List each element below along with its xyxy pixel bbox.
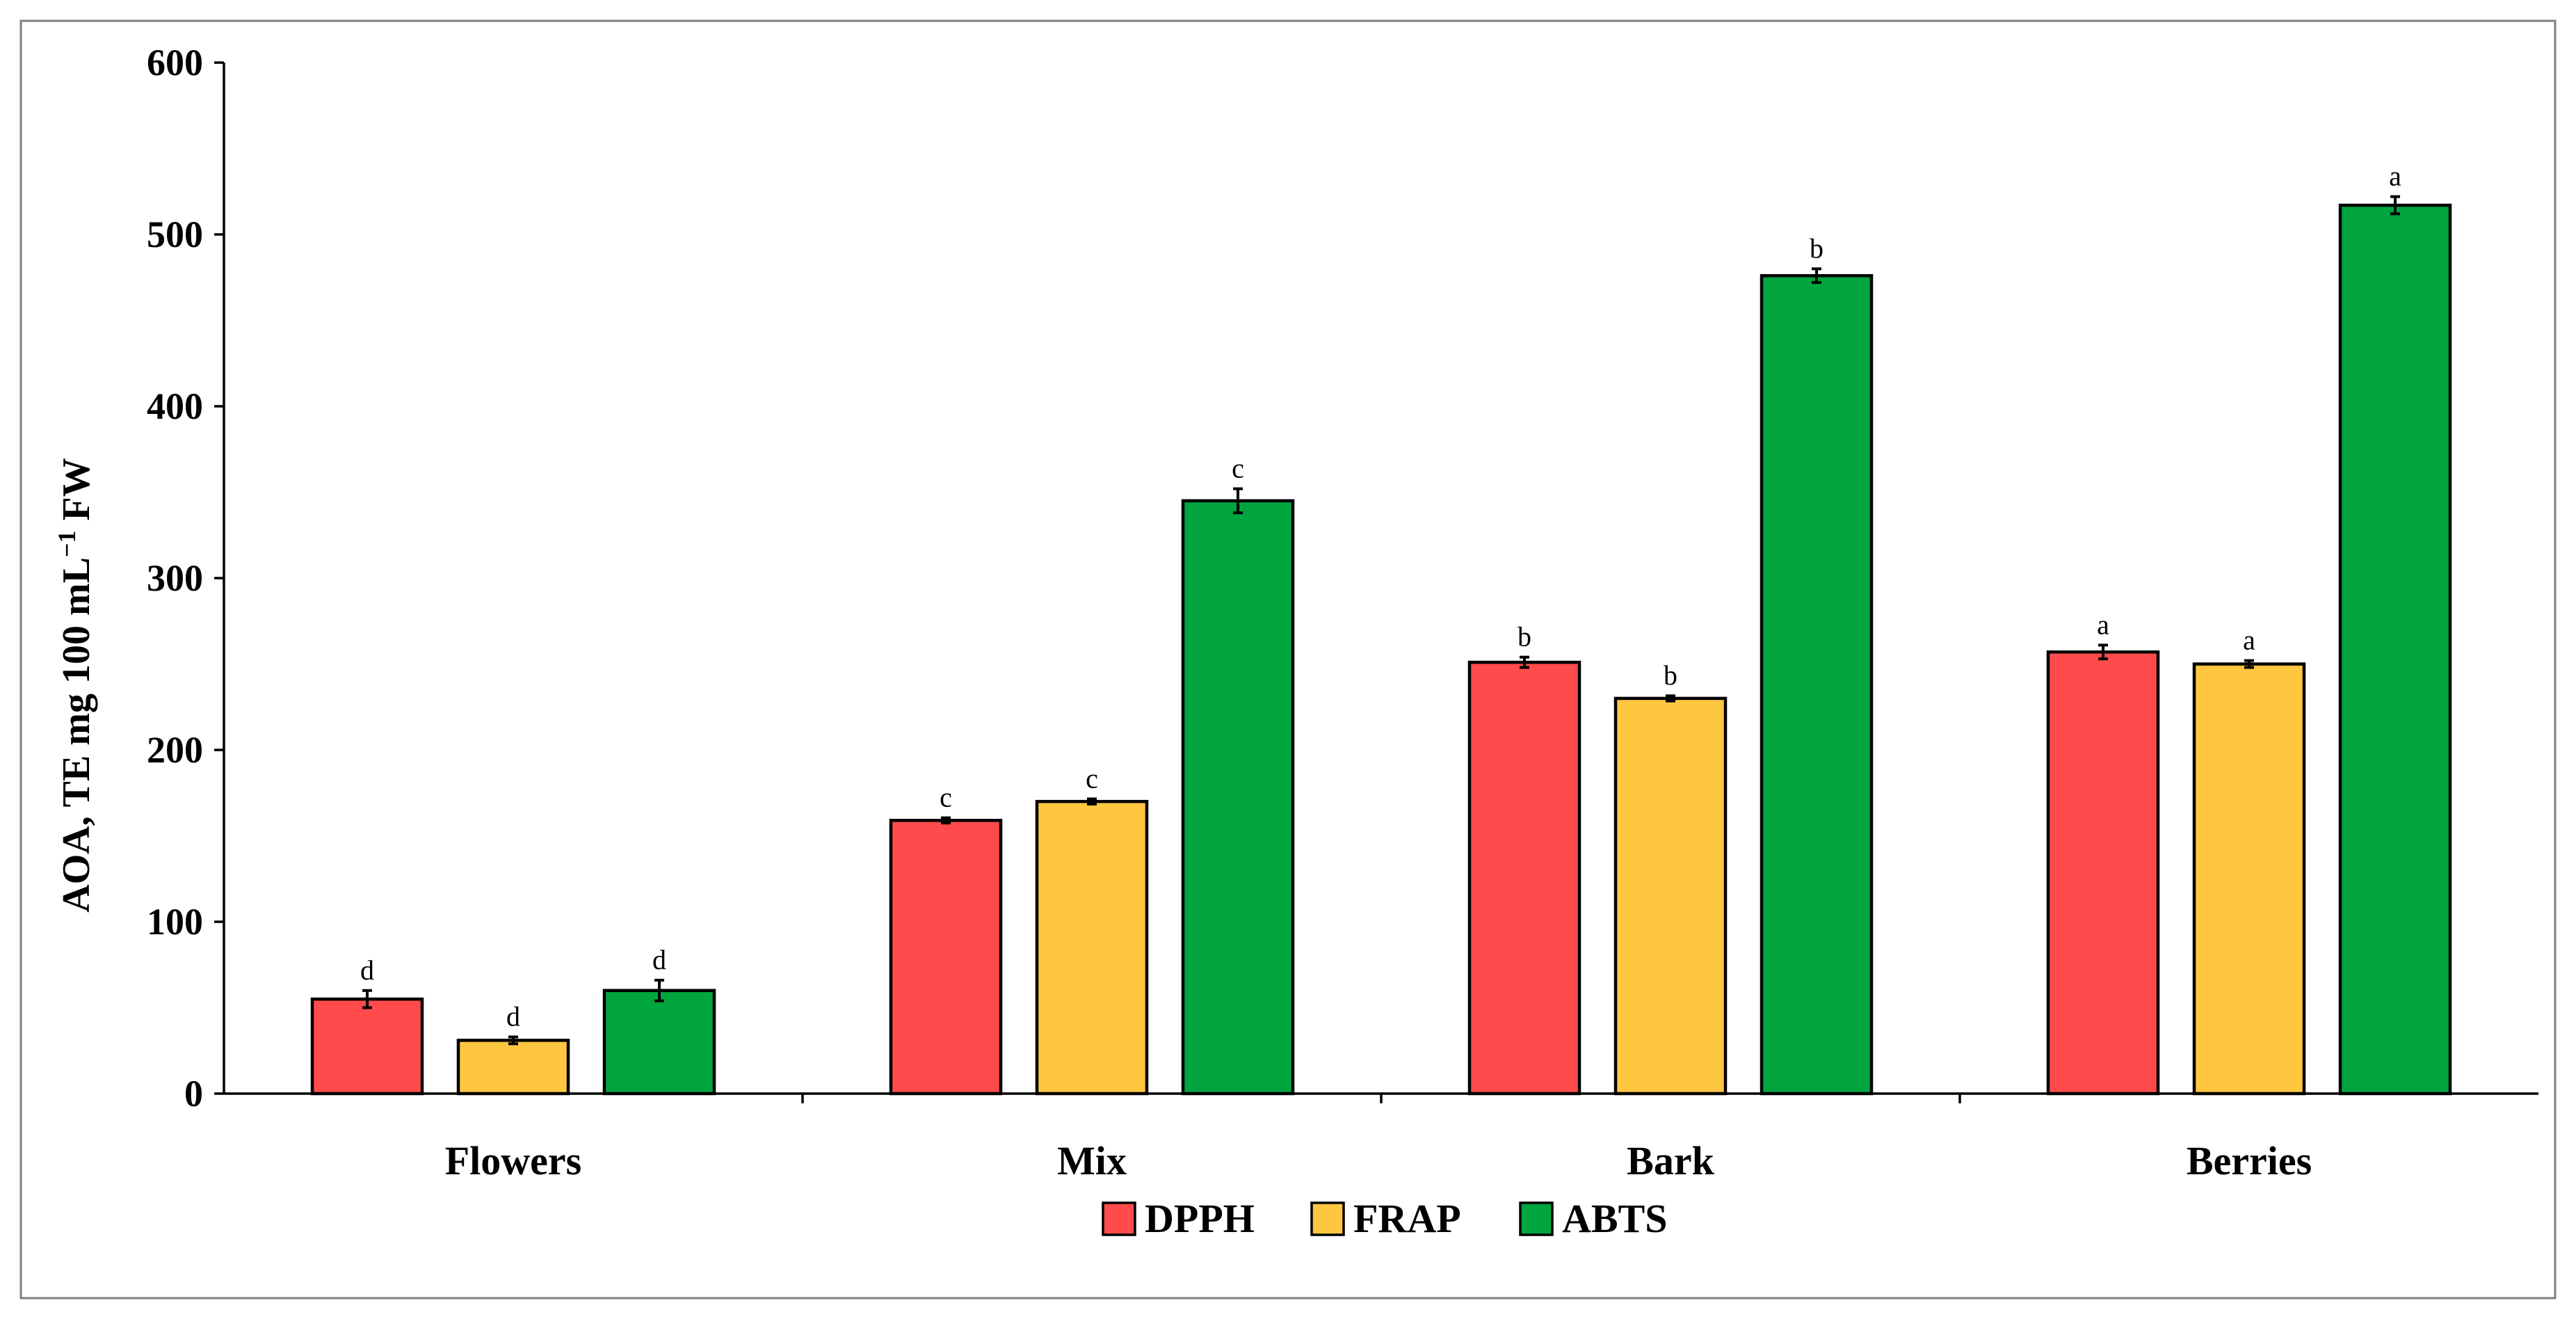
legend-swatch-abts bbox=[1519, 1201, 1554, 1236]
bar-dpph-flowers bbox=[310, 997, 424, 1096]
legend-label-dpph: DPPH bbox=[1145, 1196, 1255, 1241]
significance-letter: a bbox=[2097, 609, 2109, 640]
y-tick-label: 100 bbox=[147, 901, 203, 943]
bar-abts-flowers bbox=[602, 989, 716, 1096]
y-axis-label: AOA, TE mg 100 mL−1 FW bbox=[53, 458, 98, 913]
x-tick-label: Flowers bbox=[445, 1138, 582, 1183]
legend-swatch-dpph bbox=[1102, 1201, 1136, 1236]
bar-frap-bark bbox=[1613, 696, 1728, 1096]
significance-letter: d bbox=[652, 944, 666, 975]
significance-letter: a bbox=[2243, 625, 2255, 656]
y-axis-title: AOA, TE mg 100 mL−1 FW bbox=[53, 458, 98, 913]
legend: DPPH FRAP ABTS bbox=[1102, 1196, 1668, 1241]
significance-letter: c bbox=[1232, 453, 1244, 484]
bar-abts-berries bbox=[2338, 203, 2452, 1096]
legend-label-abts: ABTS bbox=[1562, 1196, 1668, 1241]
y-tick-label: 300 bbox=[147, 557, 203, 599]
x-tick-label: Berries bbox=[2187, 1138, 2312, 1183]
y-tick-label: 400 bbox=[147, 385, 203, 427]
significance-letter: b bbox=[1664, 660, 1677, 691]
y-axis-label-suffix: FW bbox=[55, 458, 98, 530]
legend-swatch-frap bbox=[1310, 1201, 1345, 1236]
significance-letter: d bbox=[506, 1000, 520, 1032]
bar-dpph-mix bbox=[889, 819, 1003, 1096]
significance-letter: d bbox=[360, 954, 374, 986]
y-tick-label: 500 bbox=[147, 214, 203, 255]
bars: d d d c c c b b b a a a bbox=[310, 161, 2452, 1096]
y-tick-label: 0 bbox=[184, 1073, 203, 1114]
y-tick-label: 600 bbox=[147, 42, 203, 83]
significance-letter: b bbox=[1518, 621, 1531, 653]
bar-abts-mix bbox=[1181, 499, 1295, 1096]
bar-frap-flowers bbox=[456, 1039, 570, 1096]
legend-label-frap: FRAP bbox=[1353, 1196, 1461, 1241]
bar-frap-mix bbox=[1035, 799, 1149, 1096]
y-axis-label-main: AOA, TE mg 100 mL bbox=[55, 557, 98, 913]
y-axis-label-superscript: −1 bbox=[53, 530, 81, 557]
significance-letter: b bbox=[1810, 232, 1824, 264]
bar-frap-berries bbox=[2192, 662, 2306, 1096]
x-tick-label: Bark bbox=[1627, 1138, 1714, 1183]
bar-abts-bark bbox=[1760, 274, 1874, 1096]
y-tick-label: 200 bbox=[147, 729, 203, 771]
significance-letter: c bbox=[1086, 762, 1098, 794]
significance-letter: c bbox=[940, 782, 952, 813]
bar-dpph-berries bbox=[2046, 650, 2160, 1096]
significance-letter: a bbox=[2389, 161, 2401, 192]
bar-dpph-bark bbox=[1467, 660, 1581, 1096]
x-tick-label: Mix bbox=[1057, 1138, 1127, 1183]
